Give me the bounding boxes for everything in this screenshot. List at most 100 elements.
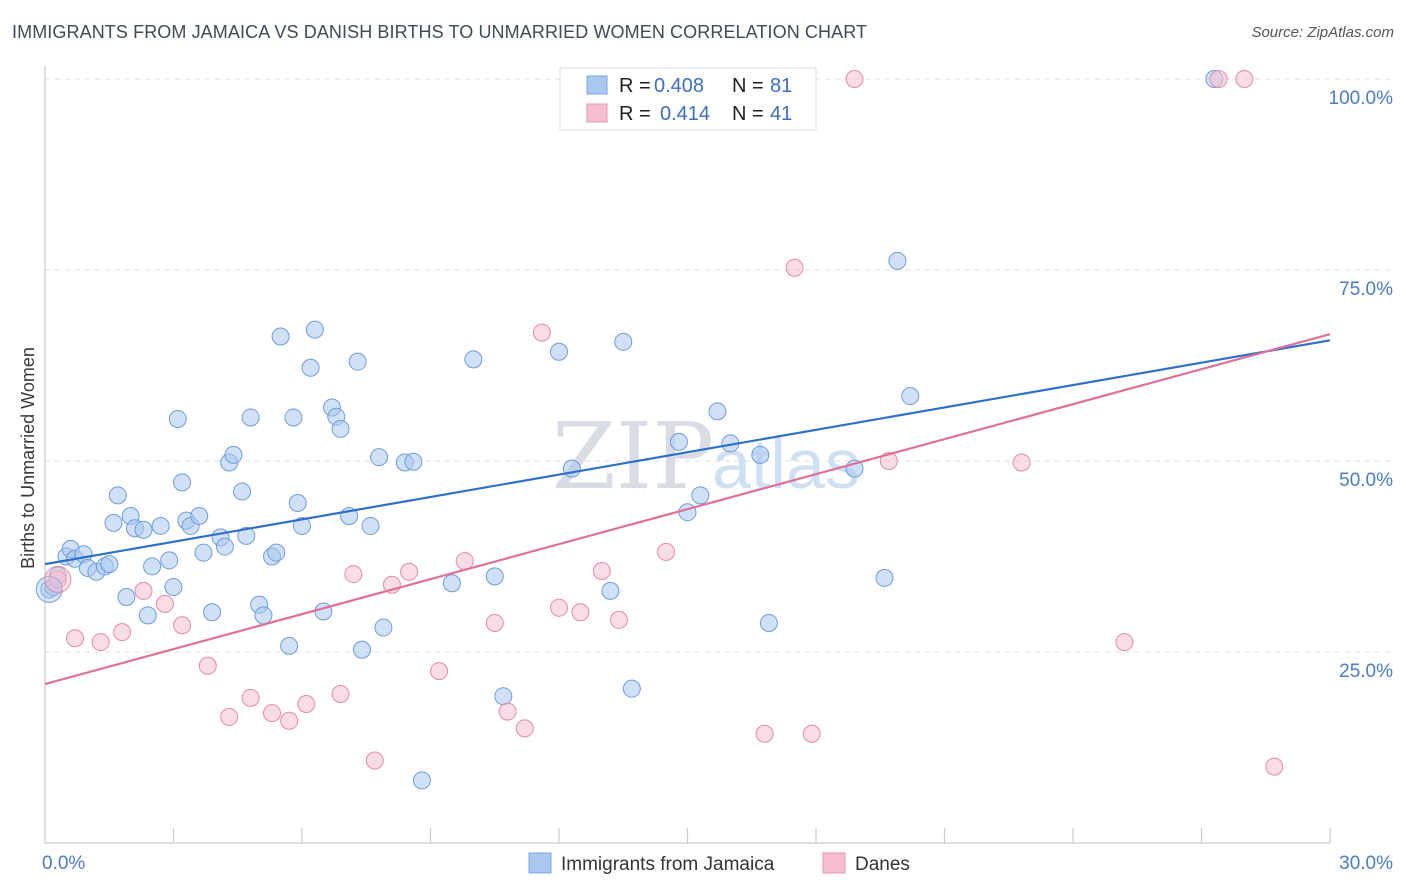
point-danes [485,613,504,632]
point-jamaica [614,332,633,351]
point-danes [220,707,239,726]
point-jamaica [759,613,778,632]
point-danes [155,594,174,613]
axes [44,66,1331,844]
point-jamaica [237,526,256,545]
point-danes [365,751,384,770]
point-jamaica [117,587,136,606]
point-jamaica [160,551,179,570]
point-danes [91,633,110,652]
legend-r-label-jamaica: R = [619,75,651,97]
point-danes [571,603,590,622]
point-jamaica [901,387,920,406]
y-axis-label: Births to Unmarried Women [18,347,38,569]
point-jamaica [164,578,183,597]
point-jamaica [224,445,243,464]
point-jamaica [100,555,119,574]
point-danes [134,581,153,600]
point-danes [785,258,804,277]
x-tick-labels: 0.0% 30.0% [42,853,1393,874]
points-layer [35,70,1284,790]
point-jamaica [412,771,431,790]
point-danes [609,610,628,629]
point-jamaica [138,606,157,625]
trend-line-danes [44,333,1331,686]
point-danes [657,542,676,561]
point-danes [65,629,84,648]
y-tick-labels: 25.0% 50.0% 75.0% 100.0% [1329,88,1394,682]
series-label-danes: Danes [855,854,910,875]
point-jamaica [562,459,581,478]
point-danes [400,562,419,581]
point-jamaica [280,636,299,655]
point-danes [344,565,363,584]
point-jamaica [374,618,393,637]
chart-title: IMMIGRANTS FROM JAMAICA VS DANISH BIRTHS… [12,22,868,42]
point-jamaica [404,452,423,471]
point-jamaica [622,679,641,698]
point-jamaica [550,342,568,361]
point-jamaica [669,432,688,451]
point-danes [879,452,898,470]
legend-n-value-danes: 41 [770,103,792,125]
point-danes [198,656,217,675]
series-legend: Immigrants from Jamaica Danes [528,852,910,875]
point-danes [592,562,611,581]
x-tick-label: 0.0% [42,853,85,874]
point-jamaica [293,516,311,535]
point-jamaica [215,537,234,556]
point-danes [44,565,72,593]
point-jamaica [190,507,209,526]
watermark: ZIP atlas [552,403,860,510]
point-jamaica [203,603,222,622]
point-jamaica [194,543,213,562]
series-swatch-danes [822,852,846,874]
correlation-legend: R = 0.408 N = 81 R = 0.414 N = 41 [559,67,817,131]
watermark-zip: ZIP [552,403,714,510]
point-danes [280,711,299,730]
point-jamaica [173,473,192,492]
point-jamaica [485,567,504,586]
point-danes [498,702,517,721]
y-tick-label: 50.0% [1339,470,1393,491]
legend-r-value-danes: 0.414 [660,103,710,125]
point-jamaica [442,574,461,593]
point-danes [1115,633,1134,652]
point-danes [241,688,260,707]
point-jamaica [875,568,894,587]
point-jamaica [691,486,710,505]
point-jamaica [168,409,187,428]
trend-lines [44,333,1331,686]
point-danes [1235,70,1254,88]
point-danes [532,323,551,342]
point-jamaica [305,320,324,339]
legend-r-label-danes: R = [619,103,651,125]
point-danes [263,704,282,723]
point-jamaica [331,419,350,438]
point-jamaica [233,482,252,501]
point-jamaica [301,358,320,377]
point-danes [1012,453,1031,472]
legend-n-label-jamaica: N = [732,75,764,97]
x-tick-label: 30.0% [1339,853,1393,874]
source-label: Source: ZipAtlas.com [1251,24,1394,41]
legend-swatch-danes [586,103,608,123]
series-label-jamaica: Immigrants from Jamaica [561,854,775,875]
point-jamaica [254,606,273,625]
point-jamaica [678,503,697,522]
point-jamaica [494,687,513,706]
grid [45,78,1395,653]
y-tick-label: 100.0% [1329,88,1394,109]
point-danes [1209,70,1228,88]
point-danes [1265,757,1284,776]
y-tick-label: 25.0% [1339,661,1393,682]
trend-line-jamaica [44,339,1331,566]
point-danes [515,719,534,738]
point-jamaica [361,516,380,535]
point-danes [297,694,316,713]
point-jamaica [271,327,290,346]
point-jamaica [143,557,162,576]
point-jamaica [241,408,260,427]
point-danes [331,685,350,704]
